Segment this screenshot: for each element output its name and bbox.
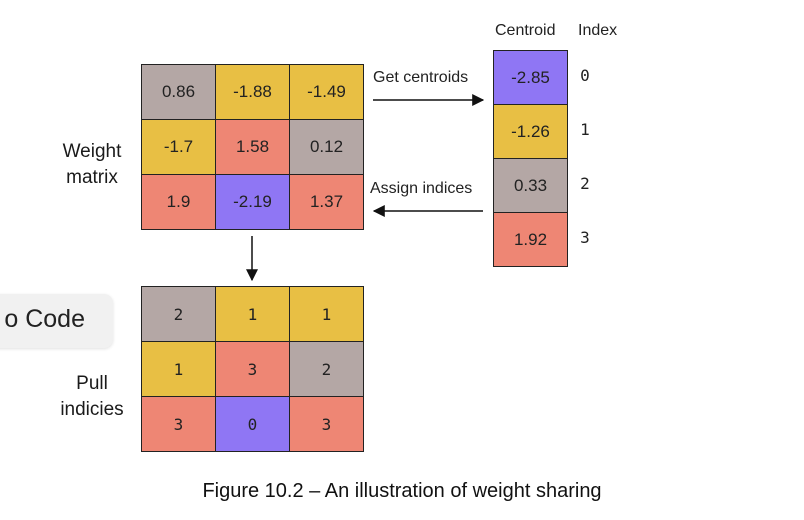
- figure-caption: Figure 10.2 – An illustration of weight …: [202, 480, 602, 502]
- index-matrix-cell: 2: [290, 342, 363, 396]
- index-matrix-cell: 1: [290, 287, 363, 341]
- centroid-codebook: -2.85 -1.26 0.33 1.92: [493, 50, 568, 267]
- centroid-cell: -1.26: [494, 105, 567, 158]
- centroid-cell: -2.85: [494, 51, 567, 104]
- weight-matrix-cell: 1.58: [216, 120, 289, 174]
- assign-indices-label: Assign indices: [370, 180, 473, 197]
- index-matrix-label-line: indicies: [60, 399, 124, 420]
- index-matrix-cell: 1: [142, 342, 215, 396]
- centroid-cell: 1.92: [494, 213, 567, 266]
- weight-matrix-cell: -2.19: [216, 175, 289, 229]
- weight-matrix: 0.86 -1.88 -1.49 -1.7 1.58 0.12 1.9 -2.19 1.37: [141, 64, 364, 230]
- weight-matrix-label-line: matrix: [66, 167, 118, 188]
- index-matrix-cell: 3: [142, 397, 215, 451]
- index-header: Index: [578, 22, 618, 39]
- copy-code-button[interactable]: o Code: [0, 294, 113, 348]
- centroid-header: Centroid: [495, 22, 556, 39]
- centroid-index: 3: [580, 228, 590, 247]
- weight-matrix-cell: -1.7: [142, 120, 215, 174]
- weight-matrix-label-line: Weight: [62, 141, 122, 162]
- weight-matrix-cell: -1.88: [216, 65, 289, 119]
- index-matrix-label: Pull indicies: [50, 371, 134, 423]
- centroid-cell: 0.33: [494, 159, 567, 212]
- index-matrix-cell: 1: [216, 287, 289, 341]
- weight-matrix-cell: 1.37: [290, 175, 363, 229]
- weight-matrix-cell: 0.12: [290, 120, 363, 174]
- centroid-index: 0: [580, 66, 590, 85]
- weight-matrix-cell: -1.49: [290, 65, 363, 119]
- index-matrix-cell: 0: [216, 397, 289, 451]
- index-matrix-cell: 3: [290, 397, 363, 451]
- index-matrix-label-line: Pull: [76, 373, 108, 394]
- weight-matrix-label: Weight matrix: [50, 139, 134, 191]
- weight-matrix-cell: 0.86: [142, 65, 215, 119]
- index-matrix-cell: 2: [142, 287, 215, 341]
- centroid-index: 1: [580, 120, 590, 139]
- index-matrix-cell: 3: [216, 342, 289, 396]
- copy-code-label: o Code: [4, 305, 85, 333]
- get-centroids-label: Get centroids: [373, 69, 469, 86]
- weight-matrix-cell: 1.9: [142, 175, 215, 229]
- centroid-index: 2: [580, 174, 590, 193]
